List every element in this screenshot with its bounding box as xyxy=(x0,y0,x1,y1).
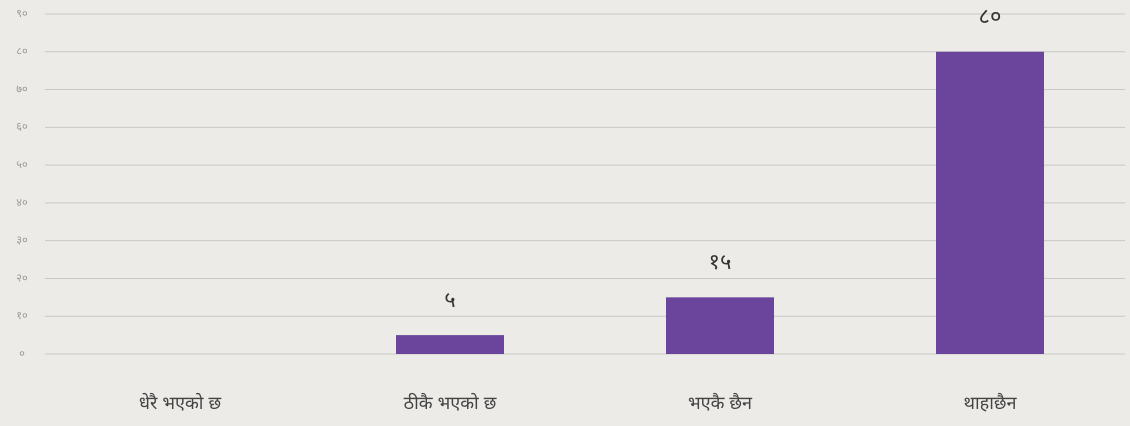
y-tick-label: २० xyxy=(16,272,28,284)
x-tick-label: ठीकै भएको छ xyxy=(404,392,497,413)
x-tick-label: थाहाछैन xyxy=(964,392,1018,413)
value-label: १५ xyxy=(709,249,732,274)
bar xyxy=(666,297,774,354)
y-tick-label: ३० xyxy=(16,235,28,247)
y-tick-label: १० xyxy=(16,310,28,322)
y-tick-label: ४० xyxy=(16,197,28,209)
y-tick-label: ६० xyxy=(16,121,28,133)
x-tick-label: भएकै छैन xyxy=(688,392,753,413)
value-label: ८० xyxy=(979,4,1002,29)
y-tick-label: ९० xyxy=(16,8,28,20)
x-tick-label: धेरै भएको छ xyxy=(139,392,222,413)
y-tick-label: ७० xyxy=(16,83,28,95)
bar xyxy=(396,335,504,354)
y-tick-label: ५० xyxy=(16,159,28,171)
value-label: ५ xyxy=(444,287,455,312)
y-tick-label: ० xyxy=(19,348,25,360)
bar xyxy=(936,51,1044,355)
y-tick-label: ८० xyxy=(16,46,28,58)
